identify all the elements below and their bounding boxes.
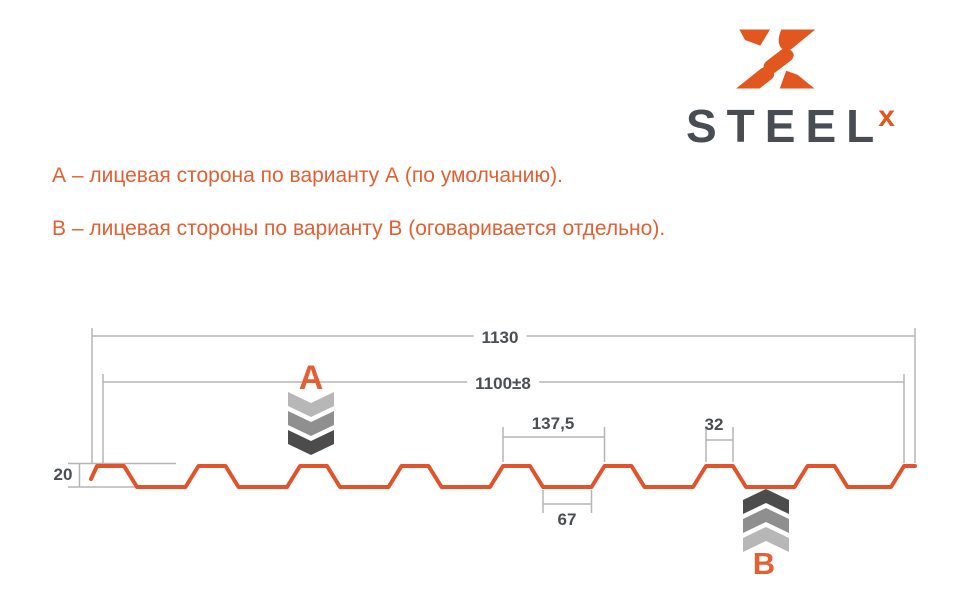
variant-a-chevrons-icon — [288, 392, 334, 455]
legend-variant-a: А – лицевая сторона по варианту А (по ум… — [52, 164, 563, 187]
brand-name: STEEL — [686, 100, 885, 152]
variant-b-letter: B — [752, 546, 776, 581]
dim-valley-bottom-width: 67 — [557, 510, 577, 529]
steelx-logo-icon — [728, 24, 825, 94]
dim-working-width: 1100±8 — [467, 375, 539, 392]
variant-a-letter: A — [298, 359, 324, 397]
legend-variant-b: В – лицевая стороны по варианту В (огова… — [52, 217, 666, 240]
dim-rib-pitch: 137,5 — [531, 414, 575, 433]
brand-wordmark: STEELx — [686, 100, 901, 152]
dim-rib-top-width: 32 — [704, 415, 724, 434]
variant-b-chevrons-icon — [743, 489, 789, 552]
dim-overall-width: 1130 — [473, 329, 527, 346]
dim-profile-height: 20 — [53, 465, 73, 484]
brand-suffix: x — [878, 100, 895, 133]
sheet-profile-line — [89, 464, 917, 489]
x-mark-icon — [736, 29, 816, 89]
